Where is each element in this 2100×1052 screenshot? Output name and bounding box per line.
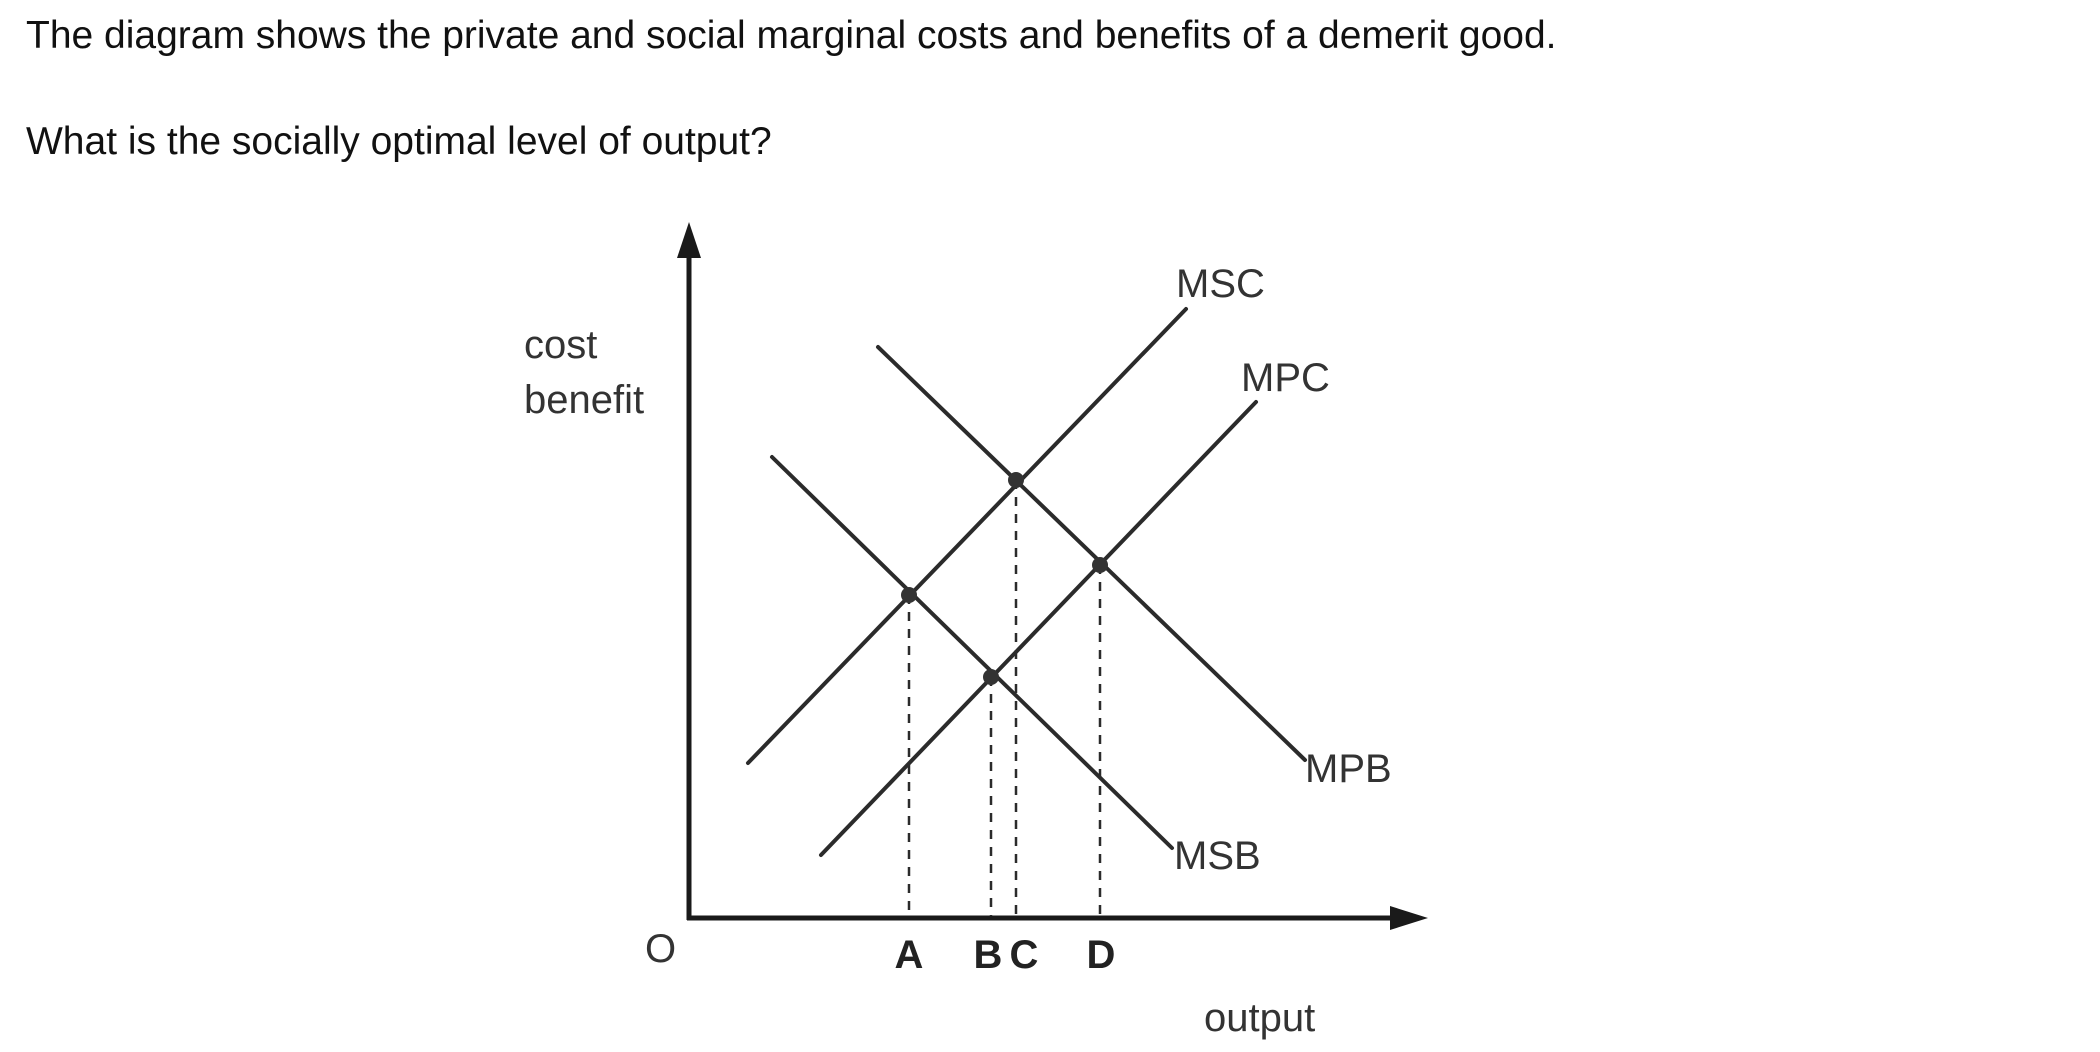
question-text-line-2: What is the socially optimal level of ou… bbox=[26, 120, 772, 163]
point-label-a: A bbox=[895, 933, 924, 977]
curves bbox=[746, 307, 1307, 857]
x-axis-label: output bbox=[1204, 996, 1315, 1040]
intersection-a bbox=[901, 587, 917, 603]
msb-label: MSB bbox=[1174, 834, 1261, 878]
intersections bbox=[901, 472, 1108, 685]
msb-curve bbox=[770, 455, 1174, 850]
y-axis-label-line-2: benefit bbox=[524, 378, 644, 422]
y-axis-arrowhead bbox=[677, 222, 701, 258]
origin-label: O bbox=[645, 927, 676, 971]
mpb-label: MPB bbox=[1305, 747, 1392, 791]
y-axis-label-line-1: cost bbox=[524, 323, 597, 367]
intersection-c bbox=[1008, 472, 1024, 488]
x-axis-arrowhead bbox=[1390, 906, 1428, 930]
question-text-line-1: The diagram shows the private and social… bbox=[26, 14, 1557, 57]
point-label-b: B bbox=[974, 933, 1003, 977]
drop-lines bbox=[907, 480, 1102, 916]
mpb-curve bbox=[876, 345, 1307, 762]
msc-curve bbox=[746, 307, 1188, 765]
intersection-d bbox=[1092, 557, 1108, 573]
axes bbox=[677, 222, 1428, 930]
msc-label: MSC bbox=[1176, 262, 1265, 306]
mpc-label: MPC bbox=[1241, 356, 1330, 400]
intersection-b bbox=[983, 669, 999, 685]
point-label-c: C bbox=[1010, 933, 1039, 977]
point-label-d: D bbox=[1087, 933, 1116, 977]
mpc-curve bbox=[819, 400, 1258, 857]
